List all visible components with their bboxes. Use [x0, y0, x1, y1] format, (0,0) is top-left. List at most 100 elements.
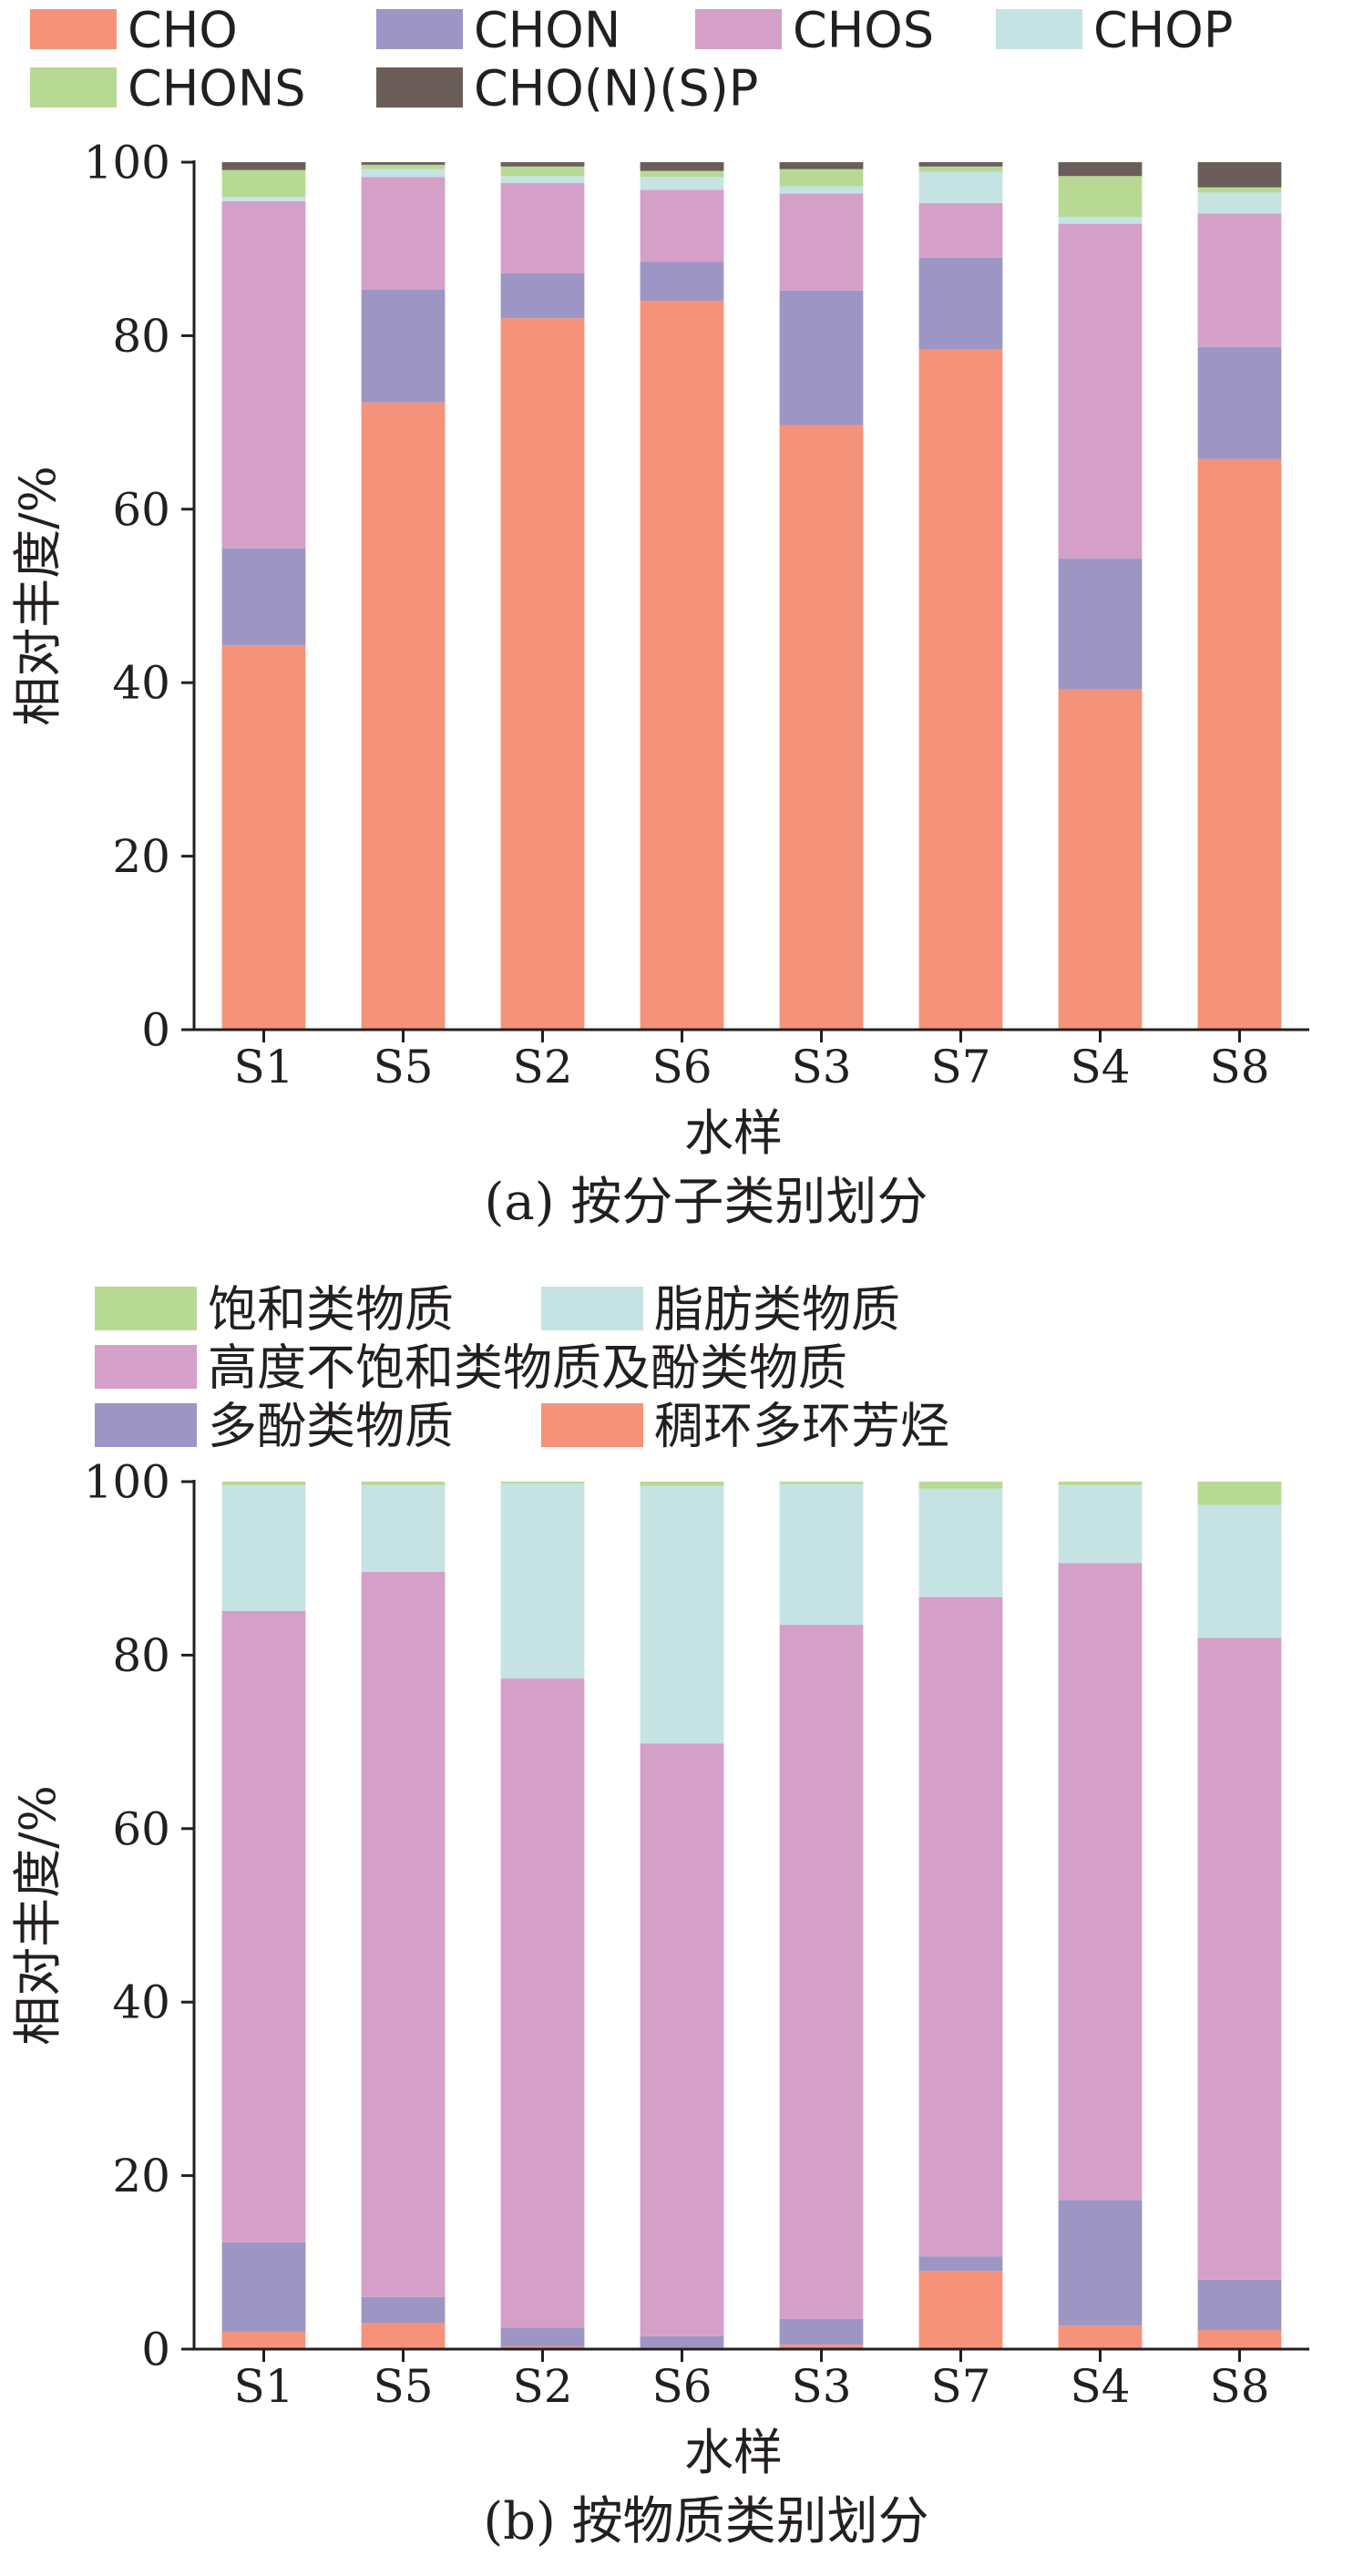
- legend-swatch: [376, 67, 463, 108]
- legend-swatch: [695, 9, 782, 49]
- bar-segment: [1058, 689, 1143, 1030]
- bar-segment: [918, 202, 1003, 258]
- legend-swatch: [541, 1403, 643, 1447]
- x-axis-title: 水样: [684, 2424, 783, 2481]
- x-tick-label: S8: [1209, 2360, 1269, 2413]
- y-tick-label: 80: [112, 310, 170, 363]
- bar-segment: [361, 289, 446, 403]
- bar-segment: [361, 164, 446, 169]
- bar-segment: [500, 162, 585, 167]
- bar-segment: [1197, 192, 1282, 214]
- x-tick-label: S8: [1209, 1041, 1269, 1093]
- bar-segment: [221, 197, 306, 201]
- bars: [221, 1482, 1282, 2349]
- bar-segment: [1058, 1484, 1143, 1564]
- bar-segment: [918, 1482, 1003, 1489]
- bar-segment: [640, 1743, 724, 2336]
- bar-segment: [500, 1483, 585, 1679]
- legend-label: 高度不饱和类物质及酚类物质: [208, 1339, 847, 1396]
- bar-segment: [500, 1482, 585, 1483]
- x-tick-label: S2: [512, 1041, 572, 1093]
- bar-segment: [640, 190, 724, 262]
- legend-swatch: [541, 1287, 643, 1330]
- bar-segment: [918, 349, 1003, 1031]
- bar-segment: [1058, 2325, 1143, 2349]
- bar-segment: [1197, 2330, 1282, 2349]
- y-tick-label: 80: [112, 1629, 170, 1682]
- bar-segment: [361, 169, 446, 178]
- legend-swatch: [95, 1403, 197, 1447]
- y-tick-label: 40: [112, 657, 170, 710]
- x-tick-label: S1: [233, 1041, 293, 1093]
- bar-segment: [779, 186, 864, 194]
- bar-segment: [1058, 216, 1143, 224]
- bar-segment: [221, 2331, 306, 2349]
- bar-segment: [640, 1485, 724, 1744]
- bar-segment: [361, 402, 446, 1031]
- x-tick-label: S5: [373, 1041, 433, 1093]
- y-tick-label: 0: [141, 1004, 170, 1057]
- bar-segment: [640, 1482, 724, 1486]
- x-tick-label: S2: [512, 2360, 572, 2413]
- panel-caption: (b) 按物质类别划分: [483, 2492, 928, 2551]
- x-tick-label: S1: [233, 2360, 293, 2413]
- bar-segment: [779, 169, 864, 187]
- bar-segment: [918, 166, 1003, 172]
- bar-segment: [361, 1484, 446, 1573]
- panel-a: CHO CHON CHOS CHOP CHONS CHO(N)(S)P 0 20 40 60 80 1…: [9, 1, 1309, 1232]
- legend-swatch: [95, 1345, 197, 1389]
- x-tick-label: S5: [373, 2360, 433, 2413]
- axes: [181, 1480, 1309, 2362]
- legend-label: CHON: [474, 1, 620, 58]
- bar-segment: [221, 1484, 306, 1611]
- bar-segment: [1058, 223, 1143, 559]
- bar-segment: [779, 2318, 864, 2345]
- legend-label: 饱和类物质: [208, 1280, 454, 1338]
- bar-segment: [221, 169, 306, 198]
- y-tick-label: 20: [112, 830, 170, 883]
- y-axis-title: 相对丰度/%: [9, 466, 67, 726]
- bar-segment: [361, 1482, 446, 1485]
- bar-segment: [221, 200, 306, 549]
- bar-segment: [640, 170, 724, 178]
- bar-segment: [1197, 187, 1282, 193]
- legend: CHO CHON CHOS CHOP CHONS CHO(N)(S)P: [30, 1, 1233, 117]
- bar-segment: [640, 2335, 724, 2348]
- bar-segment: [1197, 1637, 1282, 2280]
- bar-segment: [361, 2323, 446, 2349]
- bar-segment: [918, 257, 1003, 350]
- x-tick-label: S7: [930, 1041, 990, 1093]
- bar-segment: [221, 1482, 306, 1485]
- bar-segment: [779, 2345, 864, 2349]
- bar-segment: [1058, 162, 1143, 177]
- bar-segment: [500, 2327, 585, 2347]
- bar-segment: [640, 177, 724, 190]
- bar-segment: [779, 1482, 864, 1484]
- y-tick-label: 100: [84, 1456, 170, 1509]
- y-tick-label: 40: [112, 1976, 170, 2029]
- legend-swatch: [30, 9, 117, 49]
- bar-segment: [500, 176, 585, 183]
- bar-segment: [1197, 213, 1282, 347]
- legend-label: CHO(N)(S)P: [474, 59, 758, 117]
- y-axis-title: 相对丰度/%: [9, 1785, 67, 2046]
- bar-segment: [779, 290, 864, 426]
- bar-segment: [918, 1596, 1003, 2257]
- y-tick-label: 60: [112, 1802, 170, 1855]
- bar-segment: [1197, 162, 1282, 188]
- bar-segment: [918, 162, 1003, 167]
- legend-swatch: [376, 9, 463, 49]
- bar-segment: [1197, 1482, 1282, 1505]
- bar-segment: [500, 166, 585, 177]
- bar-segment: [640, 162, 724, 171]
- bar-segment: [221, 645, 306, 1030]
- bar-segment: [361, 1572, 446, 2297]
- bar-segment: [361, 2296, 446, 2324]
- legend-swatch: [95, 1287, 197, 1330]
- legend-label: CHOP: [1093, 1, 1233, 58]
- bar-segment: [1058, 559, 1143, 690]
- bar-segment: [918, 171, 1003, 203]
- bar-segment: [1197, 346, 1282, 459]
- bar-segment: [1058, 1563, 1143, 2201]
